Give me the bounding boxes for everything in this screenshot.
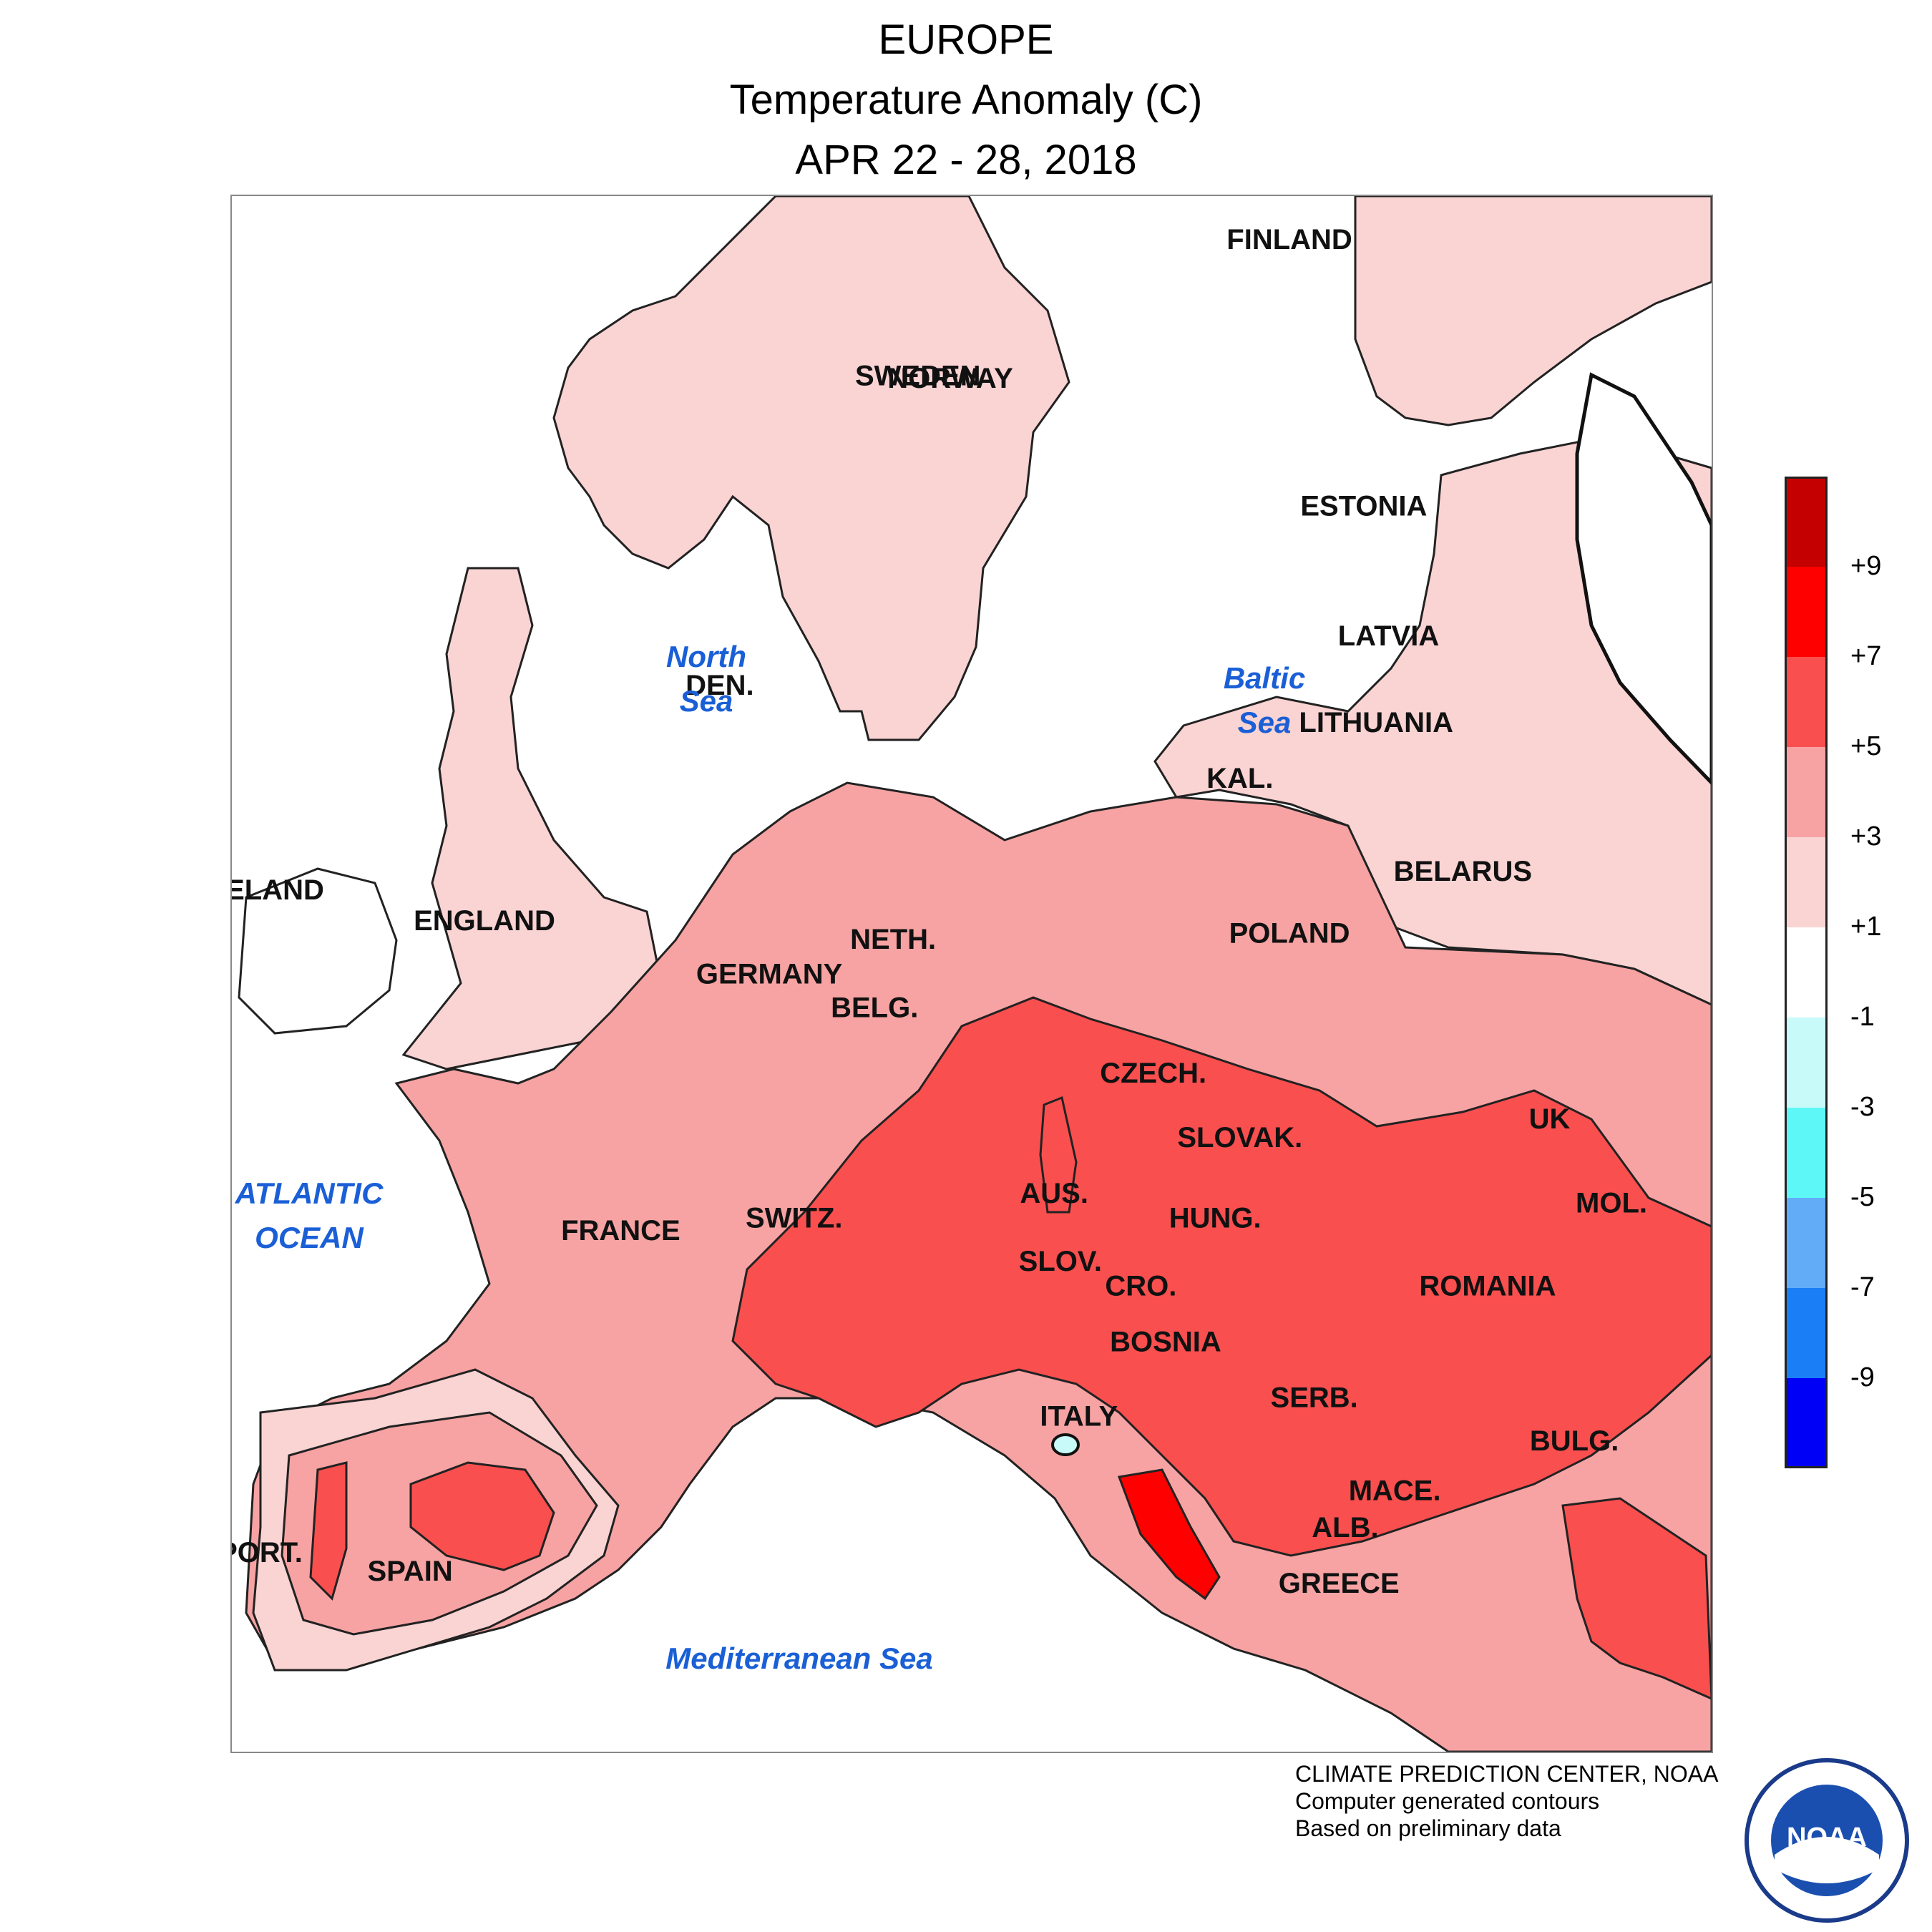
ireland-region	[238, 867, 398, 1035]
legend-bin	[1785, 657, 1828, 747]
country-label-bulg: BULG.	[1530, 1425, 1619, 1457]
map-subtitle: Temperature Anomaly (C)	[729, 77, 1203, 123]
country-label-mace: MACE.	[1349, 1475, 1441, 1506]
country-label-lithuania: LITHUANIA	[1299, 707, 1453, 738]
legend-tick-label: +9	[1850, 551, 1882, 581]
country-label-serb: SERB.	[1271, 1382, 1358, 1413]
baltic-belarus-region	[1153, 438, 1712, 1006]
legend-bin	[1785, 837, 1828, 927]
country-label-mol: MOL.	[1576, 1188, 1647, 1219]
map-frame: NORWAY SWEDEN FINLAND ESTONIA LATVIA LITHUANI…	[230, 195, 1713, 1753]
legend-tick-label: -1	[1850, 1002, 1875, 1032]
italy-hot-core	[1117, 1468, 1221, 1601]
country-label-kal: KAL.	[1206, 763, 1273, 794]
country-label-spain: SPAIN	[368, 1556, 453, 1587]
legend-bin	[1785, 1378, 1828, 1468]
water-label-1: North Sea	[666, 640, 746, 718]
legend-bin	[1785, 747, 1828, 837]
country-label-neth: NETH.	[850, 924, 936, 955]
country-label-czech: CZECH.	[1100, 1058, 1206, 1089]
country-label-france: FRANCE	[561, 1215, 680, 1246]
water-label-3: ATLANTIC OCEAN	[235, 1176, 384, 1254]
legend-bin	[1785, 477, 1828, 567]
country-label-cro: CRO.	[1105, 1271, 1176, 1302]
map-date-range: APR 22 - 28, 2018	[795, 137, 1137, 183]
portugal-warm-core	[309, 1461, 348, 1601]
country-label-bosnia: BOSNIA	[1110, 1327, 1221, 1358]
country-label-switz: SWITZ.	[746, 1202, 843, 1234]
country-label-poland: POLAND	[1229, 917, 1350, 949]
country-label-england: ENGLAND	[414, 905, 555, 937]
legend-bin	[1785, 927, 1828, 1018]
legend-bin	[1785, 1108, 1828, 1198]
country-label-romania: ROMANIA	[1419, 1271, 1556, 1302]
noaa-logo: NOAA	[1745, 1758, 1909, 1923]
map-title: EUROPE	[878, 16, 1054, 63]
legend-tick-label: -7	[1850, 1272, 1875, 1302]
credits-line-3: Based on preliminary data	[1295, 1815, 1561, 1841]
water-labels: North Sea Baltic Sea ATLANTIC OCEAN Mediterran…	[235, 640, 1306, 1675]
country-label-estonia: ESTONIA	[1300, 490, 1427, 522]
legend-tick-label: +1	[1850, 912, 1882, 942]
country-label-ireland: IRELAND	[232, 874, 324, 906]
credits: CLIMATE PREDICTION CENTER, NOAA Computer…	[1295, 1760, 1718, 1842]
country-label-port: PORT.	[232, 1537, 303, 1568]
country-label-sweden: SWEDEN	[855, 361, 981, 392]
country-label-den: DEN.	[686, 670, 754, 701]
spain-warm-core	[409, 1461, 555, 1571]
country-label-slovak: SLOVAK.	[1177, 1122, 1302, 1153]
legend-tick-label: -5	[1850, 1182, 1875, 1212]
legend-tick-label: +5	[1850, 731, 1882, 761]
country-label-hung: HUNG.	[1169, 1202, 1262, 1234]
map-title-block: EUROPE Temperature Anomaly (C) APR 22 - …	[0, 10, 1932, 190]
country-label-belg: BELG.	[831, 992, 918, 1023]
water-label-4: Mediterranean Sea	[665, 1641, 933, 1675]
legend-tick-label: -3	[1850, 1092, 1875, 1122]
country-label-belarus: BELARUS	[1394, 856, 1532, 887]
country-label-norway: NORWAY	[887, 363, 1013, 394]
legend-bin	[1785, 1288, 1828, 1378]
legend-bin	[1785, 1018, 1828, 1108]
turkey-warm-region	[1561, 1497, 1712, 1700]
italy-cold-spot	[1051, 1433, 1080, 1456]
country-label-germany: GERMANY	[696, 959, 843, 990]
credits-line-1: CLIMATE PREDICTION CENTER, NOAA	[1295, 1761, 1719, 1787]
austria-hot-core	[1039, 1096, 1078, 1214]
legend-tick-label: +7	[1850, 641, 1882, 671]
central-europe-warm-region	[731, 996, 1712, 1557]
legend-tick-label: +3	[1850, 821, 1882, 852]
credits-line-2: Computer generated contours	[1295, 1788, 1600, 1814]
country-label-aus: AUS.	[1020, 1178, 1088, 1209]
country-label-italy: ITALY	[1040, 1400, 1118, 1432]
legend-bin	[1785, 567, 1828, 657]
legend-bin	[1785, 1198, 1828, 1288]
country-label-slov: SLOV.	[1019, 1246, 1102, 1277]
finland-region	[1354, 196, 1712, 426]
country-label-latvia: LATVIA	[1338, 620, 1439, 652]
finland-east-neutral-contour	[1575, 372, 1712, 786]
country-label-alb: ALB.	[1312, 1512, 1378, 1543]
uk-region	[401, 567, 663, 1070]
country-label-uk: UK	[1529, 1103, 1571, 1135]
water-label-2: Baltic Sea	[1224, 661, 1305, 739]
legend-tick-label: -9	[1850, 1362, 1875, 1392]
country-label-greece: GREECE	[1279, 1568, 1400, 1599]
country-label-finland: FINLAND	[1226, 224, 1352, 255]
scandinavia-region	[552, 196, 1070, 741]
noaa-logo-text: NOAA	[1787, 1823, 1867, 1853]
